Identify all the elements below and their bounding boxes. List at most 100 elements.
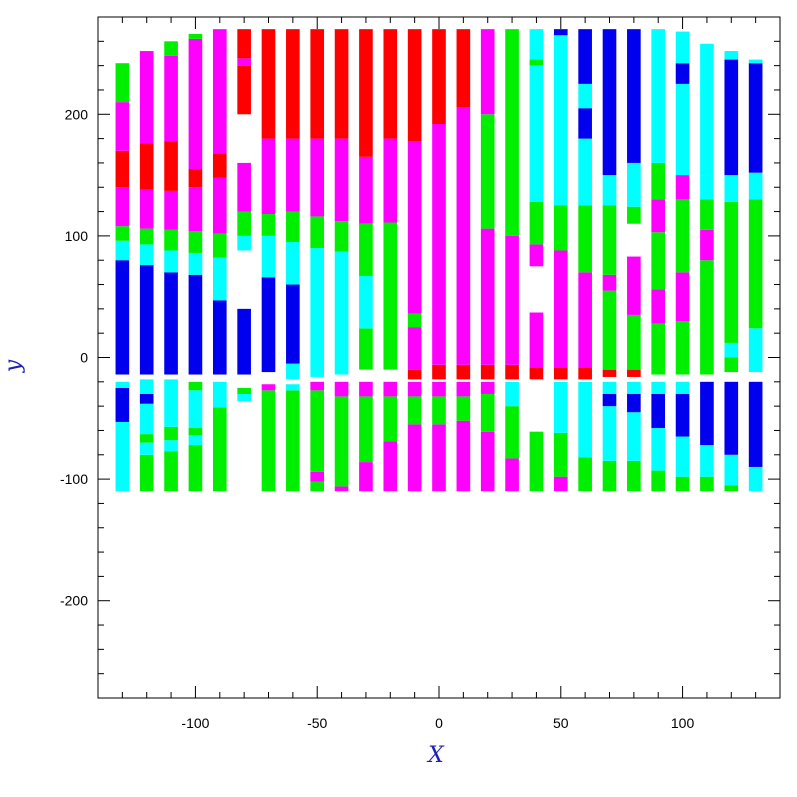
bar-segment	[310, 471, 325, 482]
bar-segment	[261, 384, 276, 391]
bar-segment	[724, 59, 739, 176]
bar-segment	[651, 29, 666, 163]
bar-segment	[602, 406, 617, 461]
bar-segment	[188, 390, 203, 429]
bar-segment	[724, 201, 739, 343]
bar-segment	[627, 29, 641, 163]
bar-segment	[724, 51, 739, 60]
bar-segment	[627, 314, 641, 370]
bar-segment	[407, 396, 422, 425]
bar-segment	[261, 138, 276, 215]
bar-segment	[505, 406, 519, 459]
y-tick-label: 100	[65, 228, 89, 244]
bar-segment	[651, 470, 666, 492]
bar-segment	[675, 63, 690, 84]
bar-segment	[578, 83, 592, 109]
bar-segment	[334, 381, 349, 397]
bar-segment	[212, 257, 227, 301]
bar-segment	[164, 451, 178, 492]
bar-segment	[529, 65, 544, 202]
bar-segment	[578, 272, 592, 368]
bar-segment	[334, 486, 349, 492]
bar-segment	[115, 240, 130, 261]
bar-segment	[115, 102, 130, 151]
bar-segment	[529, 367, 544, 380]
bar-segment	[139, 403, 154, 435]
bar-segment	[627, 460, 641, 492]
y-tick-label: -100	[60, 471, 88, 487]
bar-segment	[602, 175, 617, 206]
bar-segment	[578, 205, 592, 273]
bar-segment	[139, 442, 154, 455]
bar-column	[627, 29, 641, 492]
bar-segment	[237, 211, 251, 236]
bar-column	[700, 43, 714, 492]
bar-segment	[480, 393, 495, 432]
bar-segment	[164, 229, 178, 251]
bar-segment	[553, 250, 568, 368]
bar-column	[334, 29, 349, 492]
bar-segment	[651, 162, 666, 200]
bar-segment	[627, 381, 641, 394]
bar-segment	[700, 260, 714, 375]
bar-segment	[334, 138, 349, 222]
bar-segment	[188, 169, 203, 188]
bar-column	[286, 29, 300, 492]
bar-segment	[139, 228, 154, 245]
bar-segment	[700, 445, 714, 477]
bar-segment	[407, 313, 422, 328]
bar-segment	[748, 381, 763, 467]
bar-segment	[310, 29, 325, 139]
bar-segment	[139, 244, 154, 266]
bar-segment	[553, 432, 568, 477]
bar-segment	[286, 384, 300, 391]
bar-segment	[164, 440, 178, 452]
bar-segment	[578, 138, 592, 206]
bar-segment	[359, 276, 373, 329]
bar-segment	[651, 323, 666, 375]
bar-segment	[212, 300, 227, 375]
bar-segment	[432, 364, 446, 380]
bar-segment	[237, 393, 251, 402]
bar-segment	[359, 381, 373, 397]
bar-segment	[383, 381, 398, 397]
bar-segment	[505, 381, 519, 407]
bar-segment	[164, 426, 178, 441]
bar-column	[188, 34, 203, 492]
x-tick-label: 0	[435, 715, 443, 731]
bar-segment	[627, 369, 641, 377]
bar-segment	[675, 83, 690, 176]
bar-segment	[480, 228, 495, 365]
bar-segment	[748, 59, 763, 64]
bar-segment	[310, 248, 325, 377]
bar-segment	[334, 251, 349, 375]
bar-segment	[651, 428, 666, 471]
bar-segment	[602, 393, 617, 407]
bar-segment	[675, 436, 690, 477]
bar-segment	[188, 381, 203, 391]
bar-segment	[553, 381, 568, 433]
bar-segment	[188, 274, 203, 375]
bar-column	[383, 29, 398, 492]
bar-column	[212, 29, 227, 492]
bar-segment	[602, 369, 617, 377]
bar-segment	[700, 229, 714, 261]
bar-column	[164, 41, 178, 492]
bar-segment	[383, 29, 398, 139]
bar-segment	[456, 396, 471, 421]
bar-segment	[480, 431, 495, 492]
bar-segment	[115, 150, 130, 188]
y-tick-label: 200	[65, 106, 89, 122]
bar-segment	[505, 235, 519, 365]
bar-segment	[212, 29, 227, 154]
bar-segment	[529, 29, 544, 60]
bar-segment	[115, 226, 130, 241]
bar-segment	[359, 29, 373, 157]
bar-segment	[164, 272, 178, 375]
bar-segment	[529, 201, 544, 245]
bar-segment	[115, 187, 130, 227]
bar-segment	[748, 63, 763, 173]
bar-segment	[310, 381, 325, 391]
bar-column	[505, 29, 519, 492]
bar-segment	[675, 381, 690, 394]
